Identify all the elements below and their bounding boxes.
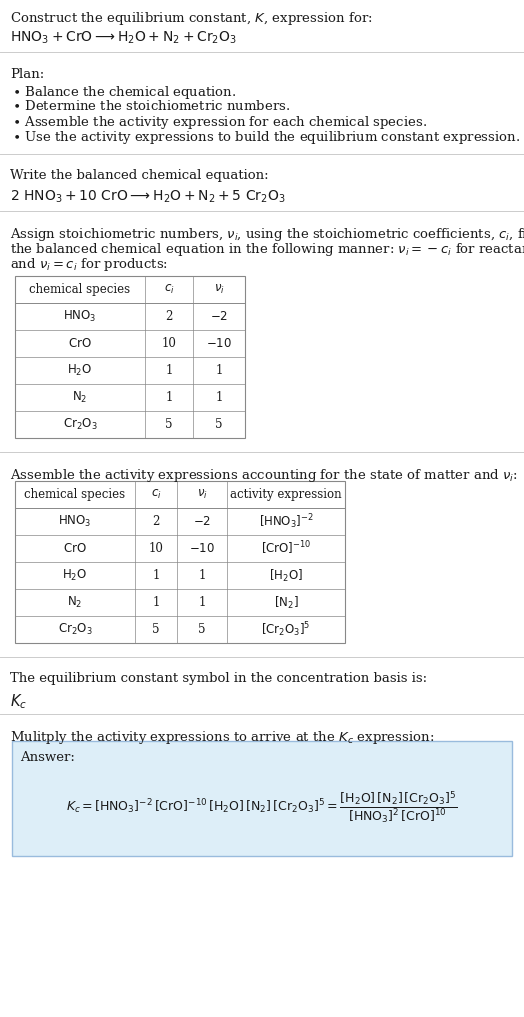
Text: $\mathrm{H_2O}$: $\mathrm{H_2O}$: [62, 567, 88, 583]
Text: $\bullet$ Use the activity expressions to build the equilibrium constant express: $\bullet$ Use the activity expressions t…: [12, 129, 520, 146]
Text: $\mathrm{[HNO_3]^{-2}}$: $\mathrm{[HNO_3]^{-2}}$: [258, 513, 313, 531]
Text: 1: 1: [215, 364, 223, 377]
Text: $-2$: $-2$: [193, 515, 211, 528]
Text: $\mathrm{N_2}$: $\mathrm{N_2}$: [72, 390, 88, 405]
Text: 1: 1: [198, 569, 206, 582]
Text: 1: 1: [165, 391, 173, 404]
Text: $-10$: $-10$: [189, 542, 215, 555]
Text: $\mathrm{[Cr_2O_3]^5}$: $\mathrm{[Cr_2O_3]^5}$: [261, 620, 311, 639]
Text: 1: 1: [198, 596, 206, 609]
Text: $\bullet$ Determine the stoichiometric numbers.: $\bullet$ Determine the stoichiometric n…: [12, 99, 290, 113]
Text: The equilibrium constant symbol in the concentration basis is:: The equilibrium constant symbol in the c…: [10, 672, 427, 685]
Text: 1: 1: [165, 364, 173, 377]
Text: Mulitply the activity expressions to arrive at the $K_c$ expression:: Mulitply the activity expressions to arr…: [10, 729, 434, 746]
Text: $\mathrm{[N_2]}$: $\mathrm{[N_2]}$: [274, 595, 298, 610]
Text: 10: 10: [149, 542, 163, 555]
Text: 5: 5: [198, 623, 206, 636]
Text: chemical species: chemical species: [25, 488, 126, 501]
Text: 5: 5: [152, 623, 160, 636]
Text: 2: 2: [152, 515, 160, 528]
Text: $\mathrm{HNO_3 + CrO \longrightarrow H_2O + N_2 + Cr_2O_3}$: $\mathrm{HNO_3 + CrO \longrightarrow H_2…: [10, 29, 237, 47]
Text: the balanced chemical equation in the following manner: $\nu_i = -c_i$ for react: the balanced chemical equation in the fo…: [10, 241, 524, 258]
Text: Assign stoichiometric numbers, $\nu_i$, using the stoichiometric coefficients, $: Assign stoichiometric numbers, $\nu_i$, …: [10, 226, 524, 243]
Text: $-2$: $-2$: [210, 310, 228, 323]
Text: $\mathrm{Cr_2O_3}$: $\mathrm{Cr_2O_3}$: [63, 417, 97, 432]
FancyBboxPatch shape: [12, 741, 512, 856]
Text: $\mathrm{CrO}$: $\mathrm{CrO}$: [68, 337, 92, 350]
Text: Write the balanced chemical equation:: Write the balanced chemical equation:: [10, 169, 269, 182]
Text: 5: 5: [165, 418, 173, 431]
Text: chemical species: chemical species: [29, 283, 130, 296]
Text: Plan:: Plan:: [10, 68, 44, 81]
Text: $c_i$: $c_i$: [163, 283, 174, 296]
Text: Answer:: Answer:: [20, 751, 75, 764]
Text: $\mathrm{Cr_2O_3}$: $\mathrm{Cr_2O_3}$: [58, 622, 92, 637]
Text: $c_i$: $c_i$: [150, 488, 161, 501]
Bar: [15, 276, 245, 438]
Text: $\mathrm{2\ HNO_3 + 10\ CrO \longrightarrow H_2O + N_2 + 5\ Cr_2O_3}$: $\mathrm{2\ HNO_3 + 10\ CrO \longrightar…: [10, 189, 286, 205]
Text: 2: 2: [165, 310, 173, 323]
Text: 1: 1: [152, 569, 160, 582]
Text: 5: 5: [215, 418, 223, 431]
Text: $\mathrm{[H_2O]}$: $\mathrm{[H_2O]}$: [269, 567, 303, 584]
Text: $K_c$: $K_c$: [10, 692, 27, 711]
Text: $\mathrm{HNO_3}$: $\mathrm{HNO_3}$: [63, 309, 97, 324]
Text: $\mathrm{[CrO]^{-10}}$: $\mathrm{[CrO]^{-10}}$: [261, 540, 311, 557]
Text: $K_c = \mathrm{[HNO_3]^{-2}\,[CrO]^{-10}\,[H_2O]\,[N_2]\,[Cr_2O_3]^5} = \dfrac{\: $K_c = \mathrm{[HNO_3]^{-2}\,[CrO]^{-10}…: [66, 788, 458, 825]
Text: $\mathrm{CrO}$: $\mathrm{CrO}$: [63, 542, 87, 555]
Text: $\mathrm{HNO_3}$: $\mathrm{HNO_3}$: [58, 514, 92, 529]
Text: $\nu_i$: $\nu_i$: [214, 283, 224, 296]
Text: 1: 1: [215, 391, 223, 404]
Text: Construct the equilibrium constant, $K$, expression for:: Construct the equilibrium constant, $K$,…: [10, 10, 373, 27]
Text: $-10$: $-10$: [206, 337, 232, 350]
Text: $\bullet$ Assemble the activity expression for each chemical species.: $\bullet$ Assemble the activity expressi…: [12, 114, 427, 131]
Text: $\nu_i$: $\nu_i$: [196, 488, 208, 501]
Text: $\mathrm{N_2}$: $\mathrm{N_2}$: [67, 595, 83, 610]
Text: 1: 1: [152, 596, 160, 609]
Text: $\bullet$ Balance the chemical equation.: $\bullet$ Balance the chemical equation.: [12, 84, 236, 101]
Text: and $\nu_i = c_i$ for products:: and $\nu_i = c_i$ for products:: [10, 256, 168, 273]
Text: Assemble the activity expressions accounting for the state of matter and $\nu_i$: Assemble the activity expressions accoun…: [10, 467, 518, 484]
Bar: [15, 481, 345, 643]
Text: 10: 10: [161, 337, 177, 350]
Text: activity expression: activity expression: [230, 488, 342, 501]
Text: $\mathrm{H_2O}$: $\mathrm{H_2O}$: [68, 363, 93, 378]
